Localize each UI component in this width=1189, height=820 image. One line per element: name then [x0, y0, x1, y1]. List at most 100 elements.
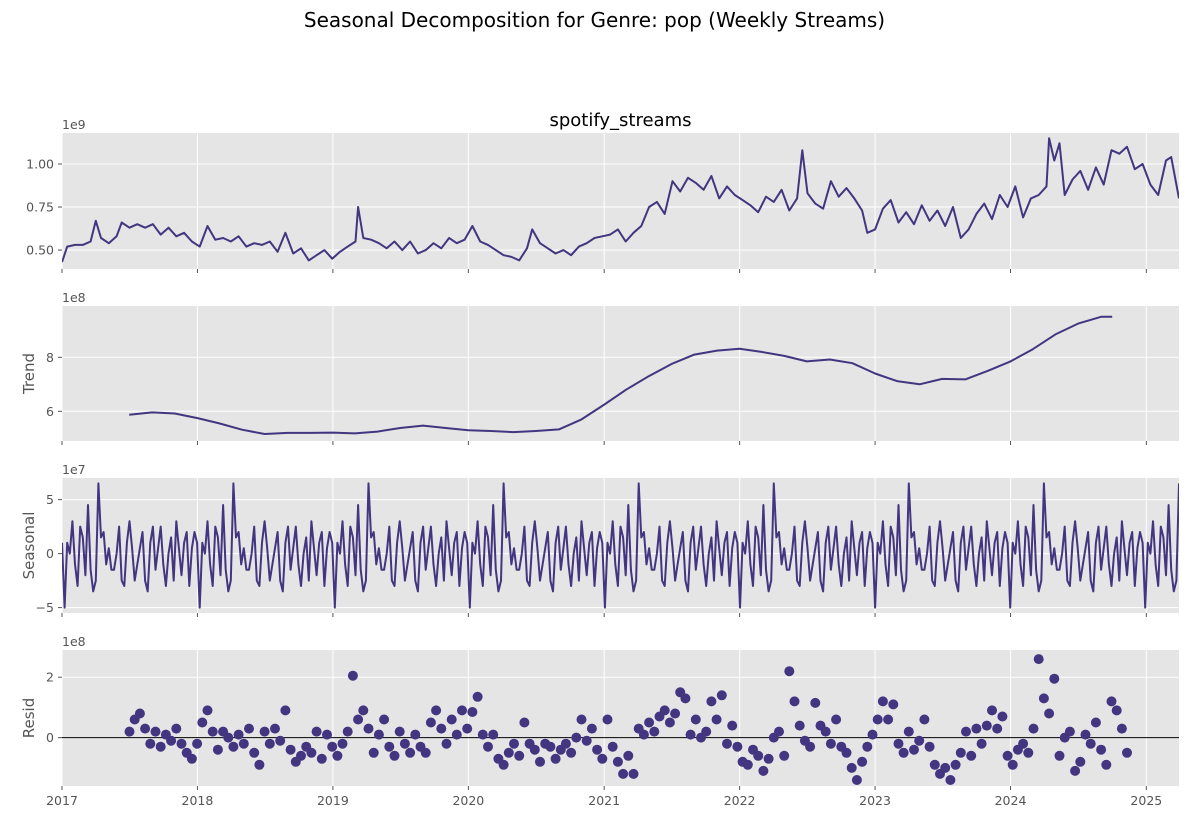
resid-point	[1085, 738, 1096, 749]
resid-point	[441, 738, 452, 749]
resid-point	[877, 696, 888, 707]
resid-point	[992, 723, 1003, 734]
resid-point	[893, 738, 904, 749]
resid-point	[483, 741, 493, 752]
resid-point	[1049, 673, 1060, 684]
x-tick-label: 2019	[317, 793, 349, 808]
resid-point	[1002, 750, 1013, 761]
resid-point	[742, 759, 753, 770]
resid-point	[379, 714, 390, 725]
resid-y-tick-label: 0	[46, 730, 54, 745]
resid-point	[883, 714, 894, 725]
resid-point	[228, 741, 239, 752]
resid-point	[727, 720, 738, 731]
resid-point	[457, 705, 467, 716]
panel-observed: 0.50 0.75 1.00 1e9 spotify_streams	[26, 110, 1179, 273]
resid-offset-text: 1e8	[62, 634, 86, 649]
resid-point	[987, 705, 997, 716]
resid-point	[436, 723, 447, 734]
resid-point	[779, 750, 790, 761]
resid-point	[503, 747, 514, 758]
resid-point	[898, 747, 909, 758]
resid-point	[363, 723, 374, 734]
x-tick-label: 2025	[1130, 793, 1162, 808]
resid-point	[514, 750, 525, 761]
resid-point	[1018, 738, 1029, 749]
observed-y-tick-label: 0.75	[26, 200, 54, 215]
x-tick-label: 2022	[724, 793, 756, 808]
seasonal-y-axis-label: Seasonal	[20, 512, 38, 580]
resid-point	[732, 741, 743, 752]
resid-point	[670, 708, 681, 719]
resid-point	[124, 726, 135, 737]
resid-point	[597, 753, 608, 764]
resid-point	[841, 747, 852, 758]
observed-offset-text: 1e9	[62, 117, 86, 132]
resid-point	[649, 726, 660, 737]
resid-point	[701, 726, 712, 737]
resid-point	[337, 738, 348, 749]
resid-point	[1116, 723, 1127, 734]
trend-data	[129, 315, 1113, 435]
resid-point	[316, 753, 327, 764]
resid-point	[940, 762, 951, 773]
resid-point	[571, 732, 582, 743]
resid-point	[810, 697, 821, 708]
resid-point	[722, 738, 732, 749]
resid-point	[384, 741, 395, 752]
resid-point	[275, 735, 286, 746]
resid-point	[774, 726, 784, 737]
resid-point	[1122, 747, 1132, 758]
resid-point	[789, 696, 800, 707]
resid-point	[155, 741, 166, 752]
resid-point	[254, 759, 265, 770]
x-tick-label: 2023	[859, 793, 891, 808]
resid-point	[638, 729, 649, 740]
resid-point	[140, 723, 151, 734]
x-tick-label: 2024	[995, 793, 1027, 808]
resid-point	[888, 699, 899, 710]
resid-point	[477, 729, 488, 740]
observed-data	[62, 137, 1179, 263]
resid-point	[431, 705, 442, 716]
resid-point	[519, 717, 530, 728]
observed-plot-area	[62, 133, 1179, 269]
seasonal-y-tick-label: 5	[46, 492, 54, 507]
resid-point	[327, 741, 338, 752]
resid-point	[462, 723, 473, 734]
resid-point	[851, 775, 862, 785]
seasonal-y-tick-label: 0	[46, 546, 54, 561]
resid-point	[1033, 654, 1044, 665]
resid-point	[212, 744, 223, 755]
resid-point	[394, 726, 405, 737]
resid-point	[706, 696, 717, 707]
resid-point	[332, 750, 343, 761]
resid-point	[659, 705, 670, 716]
resid-point	[373, 729, 384, 740]
panel-seasonal: −5 0 5 1e7 Seasonal	[20, 462, 1179, 617]
observed-title: spotify_streams	[549, 110, 691, 131]
resid-point	[867, 729, 878, 740]
seasonal-data	[62, 482, 1179, 609]
resid-point	[981, 720, 992, 731]
resid-point	[280, 705, 291, 716]
trend-y-tick-label: 6	[46, 404, 54, 419]
resid-point	[607, 741, 618, 752]
resid-point	[233, 729, 244, 740]
resid-point	[1044, 708, 1055, 719]
resid-point	[1090, 717, 1101, 728]
resid-point	[1054, 750, 1065, 761]
resid-point	[576, 714, 587, 725]
resid-point	[1101, 759, 1112, 770]
resid-point	[306, 747, 317, 758]
resid-point	[690, 714, 701, 725]
resid-point	[166, 735, 177, 746]
resid-point	[425, 717, 436, 728]
resid-point	[950, 759, 961, 770]
figure-title: Seasonal Decomposition for Genre: pop (W…	[304, 8, 885, 32]
resid-point	[244, 723, 254, 734]
resid-point	[389, 750, 400, 761]
resid-point	[929, 759, 940, 770]
resid-point	[134, 708, 145, 719]
